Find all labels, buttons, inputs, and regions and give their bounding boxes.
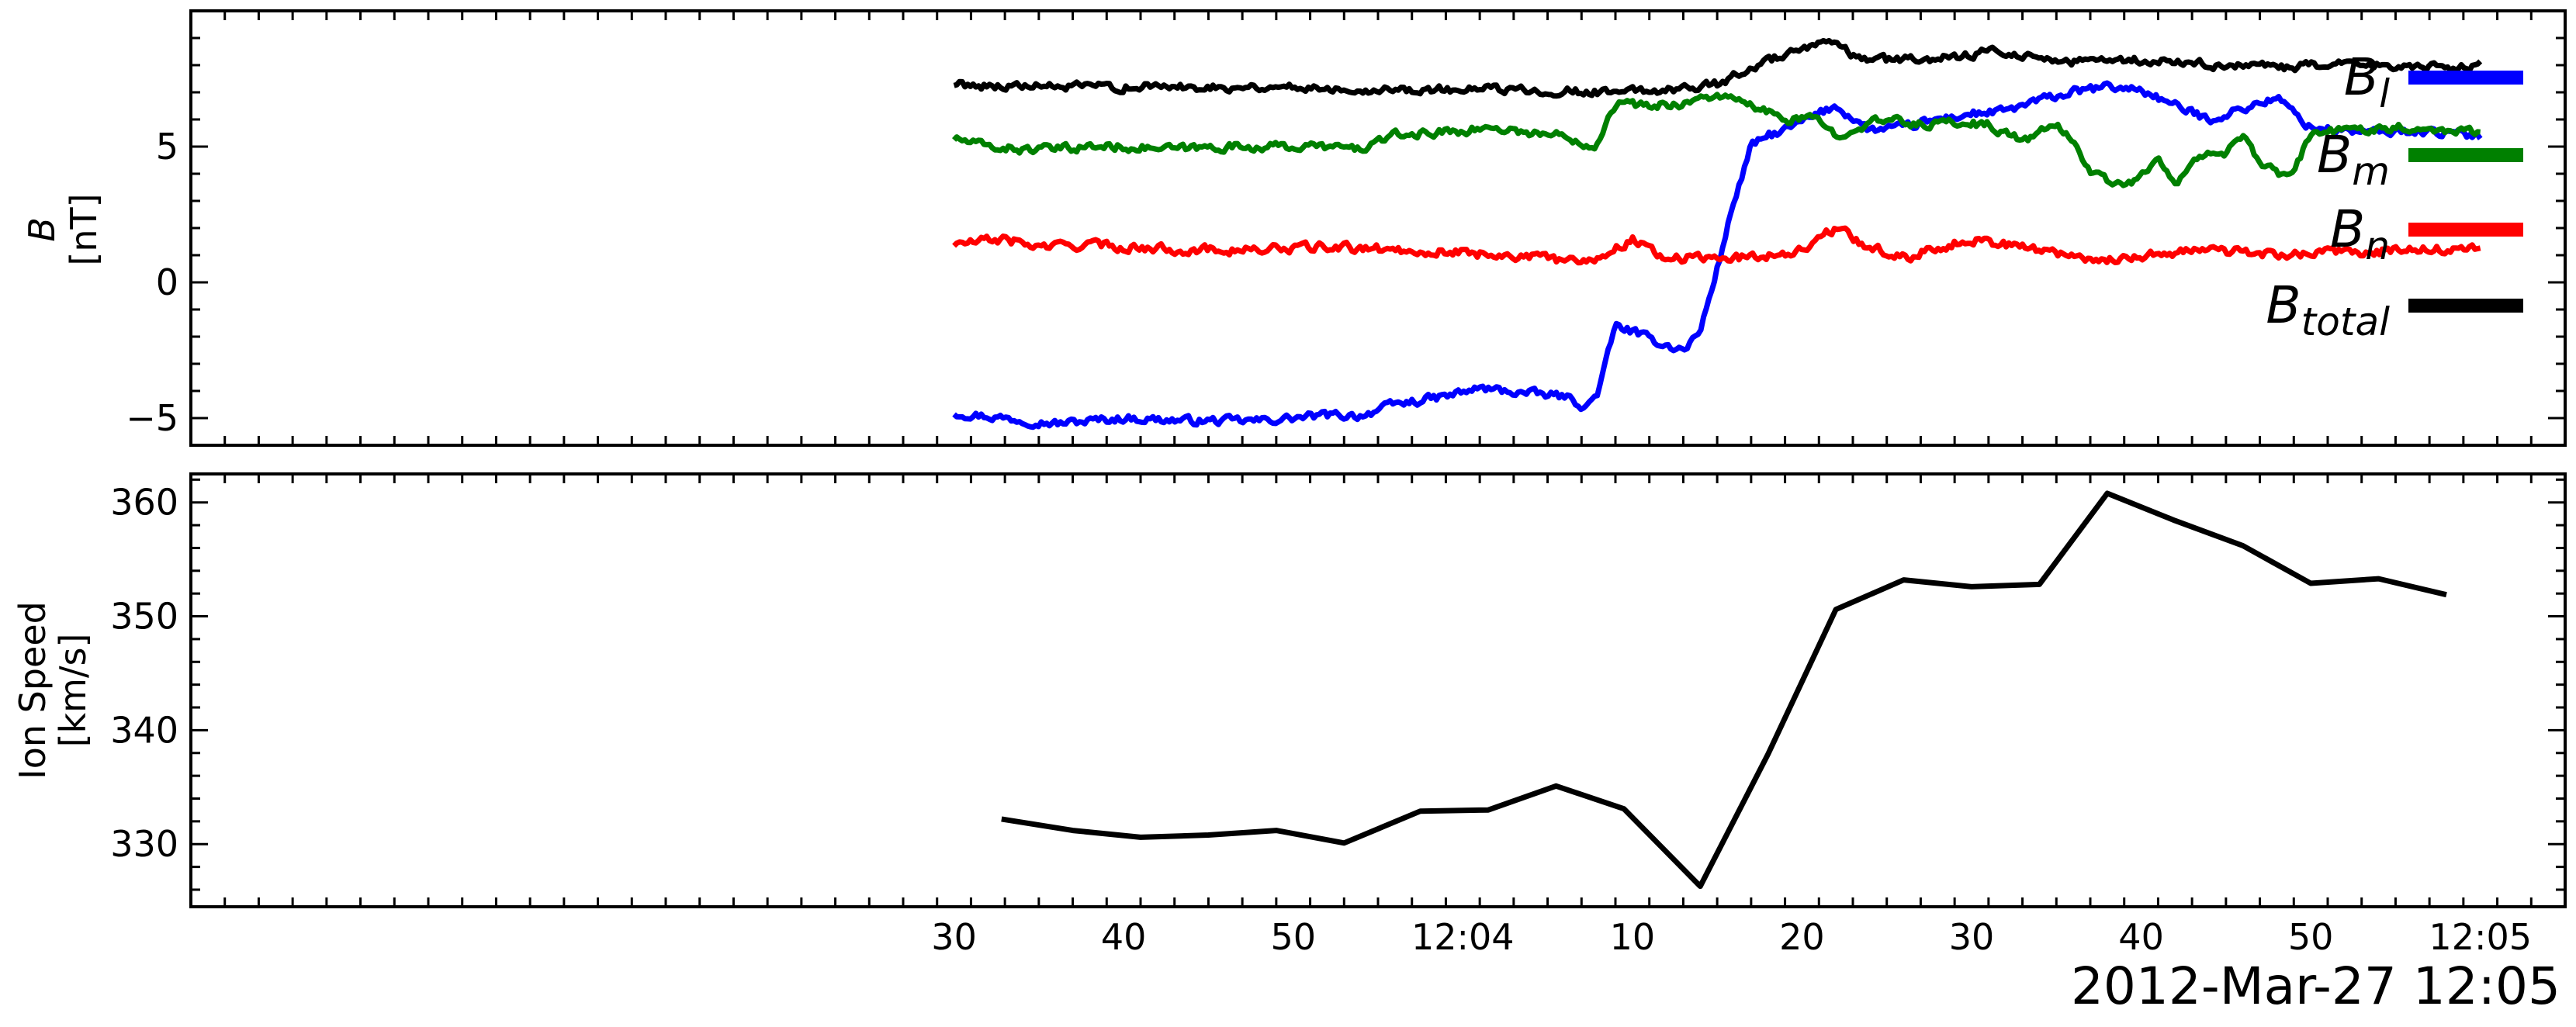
ion-speed-y-axis-title: Ion Speed [12, 601, 54, 780]
ion-speed-panel: 30 40 50 12:04 10 20 30 40 50 12:05 330 340 350 360 I… [12, 472, 2567, 958]
x-tick-label: 40 [2118, 916, 2164, 958]
x-tick-label: 20 [1779, 916, 1825, 958]
b-field-plot-frame [189, 9, 2567, 447]
x-tick-label: 50 [1270, 916, 1316, 958]
b-field-y-axis-title: B [21, 217, 63, 242]
x-tick-label: 30 [1949, 916, 1995, 958]
ion-speed-y-axis-unit: [km/s] [52, 634, 94, 748]
y-tick-label: 0 [156, 261, 178, 303]
x-tick-label: 12:05 [2429, 916, 2532, 958]
x-tick-label: 50 [2288, 916, 2334, 958]
legend-entry-m: Bm [2317, 125, 2523, 194]
series-b-total-line [953, 37, 2483, 99]
b-field-y-axis-label: B [nT] [21, 193, 105, 265]
legend-label: Bm [2317, 125, 2390, 194]
ion-speed-ticks: 30 40 50 12:04 10 20 30 40 50 12:05 330 340 350 360 [110, 474, 2567, 958]
x-tick-label: 40 [1101, 916, 1147, 958]
series-b-l-line [952, 80, 2483, 431]
y-tick-label: 360 [110, 482, 178, 524]
x-tick-label: 30 [931, 916, 977, 958]
legend-label: Bn [2330, 199, 2390, 268]
series-b-n-line [952, 225, 2481, 266]
x-tick-label: 10 [1610, 916, 1656, 958]
ion-speed-y-axis-label: Ion Speed [km/s] [12, 601, 94, 780]
b-field-series-group [951, 37, 2483, 431]
timestamp-label: 2012-Mar-27 12:05 [2071, 956, 2560, 1016]
series-ion-speed-line [1001, 490, 2447, 890]
ion-speed-plot-frame [189, 472, 2567, 908]
x-tick-label: 12:04 [1411, 916, 1515, 958]
y-tick-label: 340 [110, 709, 178, 751]
series-b-m-line [951, 92, 2481, 188]
legend-label: Bl [2344, 47, 2390, 116]
legend-entry-total: Btotal [2266, 275, 2523, 344]
y-tick-label: 350 [110, 596, 178, 638]
ion-speed-series-group [1001, 490, 2447, 890]
b-field-y-axis-unit: [nT] [63, 193, 105, 265]
b-field-ticks: −5 0 5 [126, 9, 2567, 447]
legend-entry-n: Bn [2330, 199, 2523, 268]
y-tick-label: −5 [126, 397, 178, 439]
legend-entry-l: Bl [2344, 47, 2523, 116]
y-tick-label: 5 [156, 126, 178, 168]
legend-label: Btotal [2266, 275, 2390, 344]
y-tick-label: 330 [110, 823, 178, 865]
